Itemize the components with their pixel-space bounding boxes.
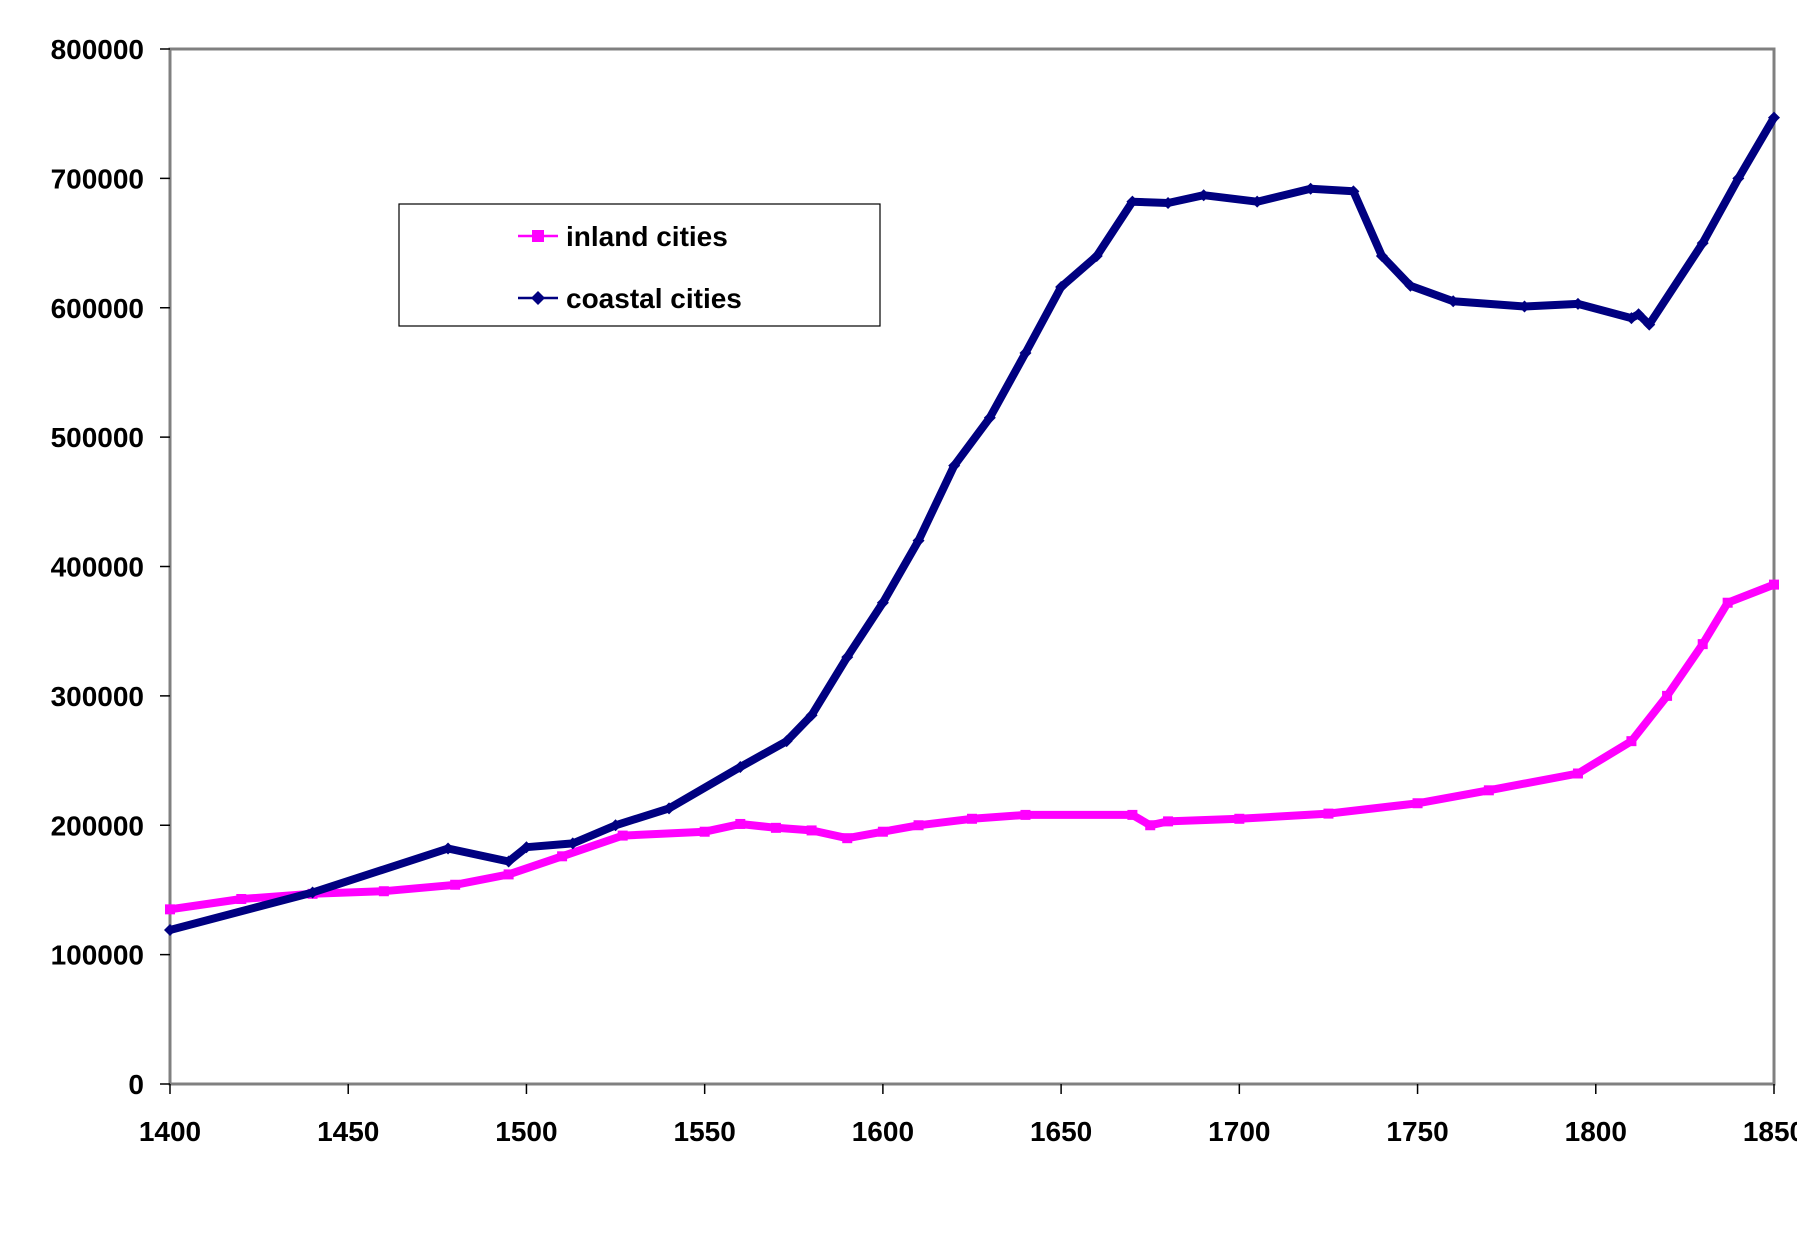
data-point	[806, 825, 817, 836]
y-tick-label: 800000	[51, 34, 144, 65]
data-point	[503, 869, 514, 880]
x-tick-label: 1450	[317, 1116, 379, 1147]
data-point	[1768, 111, 1780, 124]
x-tick-label: 1500	[495, 1116, 557, 1147]
data-point	[442, 842, 455, 855]
data-point	[165, 904, 175, 915]
y-tick-label: 200000	[51, 810, 144, 841]
data-point	[1662, 690, 1673, 701]
legend-box	[398, 203, 881, 327]
data-point	[1197, 189, 1210, 202]
series-line-inland-cities	[166, 580, 1778, 914]
x-tick-label: 1550	[674, 1116, 736, 1147]
data-point	[876, 596, 889, 609]
data-point	[1127, 809, 1138, 820]
data-point	[1571, 297, 1584, 310]
data-point	[663, 802, 676, 815]
legend-marker-square-icon	[532, 230, 544, 242]
data-point	[502, 855, 515, 868]
data-point	[735, 818, 746, 829]
legend-label-inland: inland cities	[566, 221, 728, 252]
data-point	[1732, 172, 1745, 185]
data-point	[1323, 808, 1334, 819]
data-point	[1163, 816, 1174, 827]
data-point	[770, 822, 781, 833]
y-tick-label: 0	[128, 1069, 144, 1100]
data-point	[236, 893, 247, 904]
data-point	[1251, 195, 1264, 208]
y-tick-label: 600000	[51, 293, 144, 324]
data-point	[780, 735, 793, 748]
data-point	[1769, 579, 1779, 590]
data-point	[841, 651, 854, 664]
data-point	[913, 820, 924, 831]
data-point	[1055, 281, 1068, 294]
data-point	[1234, 813, 1245, 824]
legend-label-coastal: coastal cities	[566, 283, 742, 314]
data-point	[1518, 300, 1531, 313]
data-point	[948, 459, 961, 472]
data-point	[557, 851, 568, 862]
data-point	[609, 819, 622, 832]
data-point	[450, 879, 461, 890]
data-point	[1696, 237, 1709, 250]
data-point	[1020, 809, 1031, 820]
x-tick-label: 1650	[1030, 1116, 1092, 1147]
data-point	[378, 886, 389, 897]
x-tick-label: 1800	[1565, 1116, 1627, 1147]
data-point	[1145, 820, 1156, 831]
data-point	[1404, 279, 1417, 292]
x-tick-label: 1700	[1208, 1116, 1270, 1147]
series-line-coastal-cities	[166, 113, 1778, 934]
data-point	[1347, 185, 1360, 198]
y-tick-label: 400000	[51, 552, 144, 583]
data-point	[699, 826, 710, 837]
data-point	[805, 709, 818, 722]
data-point	[734, 761, 747, 774]
data-point	[1162, 196, 1175, 209]
y-tick-label: 700000	[51, 163, 144, 194]
data-point	[1697, 639, 1708, 650]
data-point	[1090, 250, 1103, 262]
data-point	[877, 826, 888, 837]
x-tick-label: 1850	[1743, 1116, 1797, 1147]
legend-marker-diamond-icon	[531, 291, 545, 305]
data-point	[1304, 182, 1317, 195]
y-tick-label: 500000	[51, 422, 144, 453]
data-point	[1126, 195, 1139, 208]
data-point	[306, 886, 319, 899]
data-point	[1643, 318, 1656, 331]
x-tick-label: 1400	[139, 1116, 201, 1147]
data-point	[967, 813, 977, 824]
data-point	[842, 833, 853, 844]
data-point	[912, 534, 925, 547]
data-point	[520, 841, 533, 854]
data-point	[1722, 597, 1733, 608]
y-tick-label: 300000	[51, 681, 144, 712]
data-point	[1483, 785, 1494, 796]
data-point	[1572, 768, 1583, 779]
data-point	[983, 411, 996, 424]
data-point	[617, 830, 628, 841]
data-point	[164, 924, 176, 937]
x-tick-label: 1600	[852, 1116, 914, 1147]
y-tick-label: 100000	[51, 940, 144, 971]
data-point	[1626, 736, 1637, 747]
data-point	[1375, 250, 1388, 262]
series-layer	[164, 111, 1780, 937]
x-tick-label: 1750	[1386, 1116, 1448, 1147]
data-point	[1412, 798, 1423, 809]
data-point	[566, 837, 579, 850]
data-point	[1632, 308, 1645, 321]
data-point	[1447, 295, 1460, 308]
legend: inland cities coastal cities	[398, 203, 881, 327]
axes: 0 100000 200000 300000 400000 500000 600000 700…	[51, 34, 1797, 1147]
data-point	[1019, 347, 1032, 360]
